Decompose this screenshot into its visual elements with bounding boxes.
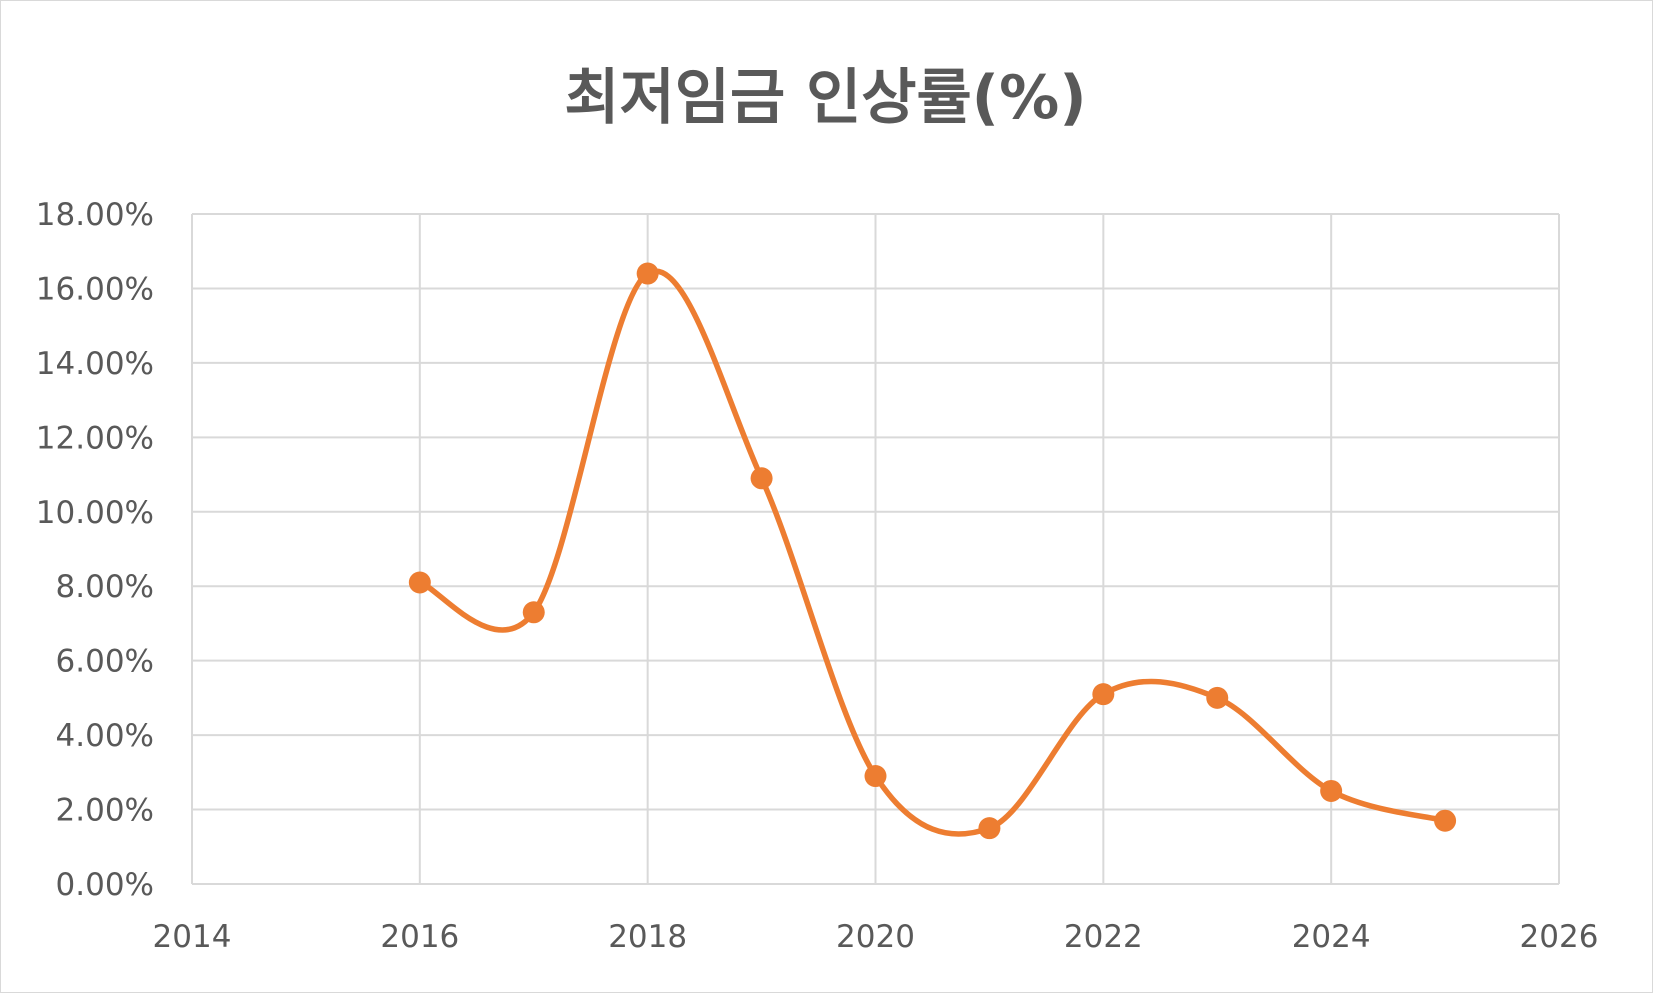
y-tick-label: 6.00% xyxy=(56,644,154,680)
y-tick-label: 18.00% xyxy=(36,197,154,233)
y-tick-label: 16.00% xyxy=(36,271,154,307)
data-point-2019 xyxy=(750,467,773,490)
data-point-2022 xyxy=(1092,683,1115,706)
y-tick-label: 0.00% xyxy=(56,867,154,903)
y-tick-label: 10.00% xyxy=(36,495,154,531)
data-point-2023 xyxy=(1206,686,1229,709)
x-tick-label: 2016 xyxy=(380,919,459,955)
y-tick-label: 2.00% xyxy=(56,793,154,829)
x-tick-label: 2022 xyxy=(1064,919,1143,955)
data-point-2025 xyxy=(1434,809,1457,832)
x-tick-label: 2018 xyxy=(608,919,687,955)
y-axis-ticks: 0.00% 2.00% 4.00% 6.00% 8.00% 10.00% 12.00% 14.… xyxy=(36,197,154,903)
data-point-2021 xyxy=(978,817,1001,840)
x-axis-ticks: 2014 2016 2018 2020 2022 2024 2026 xyxy=(153,919,1599,955)
x-tick-label: 2026 xyxy=(1520,919,1599,955)
data-point-2024 xyxy=(1320,779,1343,802)
x-tick-label: 2014 xyxy=(153,919,232,955)
y-tick-label: 8.00% xyxy=(56,569,154,605)
series-layer xyxy=(408,262,1457,840)
grid-lines xyxy=(191,213,1560,885)
y-tick-label: 12.00% xyxy=(36,420,154,456)
data-point-2020 xyxy=(864,765,887,788)
data-point-2016 xyxy=(408,571,431,594)
x-tick-label: 2020 xyxy=(836,919,915,955)
data-point-2018 xyxy=(636,262,659,285)
chart-title: 최저임금 인상률(%) xyxy=(564,63,1087,133)
y-tick-label: 4.00% xyxy=(56,718,154,754)
x-tick-label: 2024 xyxy=(1292,919,1371,955)
data-point-2017 xyxy=(522,601,545,624)
series-line xyxy=(417,268,1448,837)
y-tick-label: 14.00% xyxy=(36,346,154,382)
